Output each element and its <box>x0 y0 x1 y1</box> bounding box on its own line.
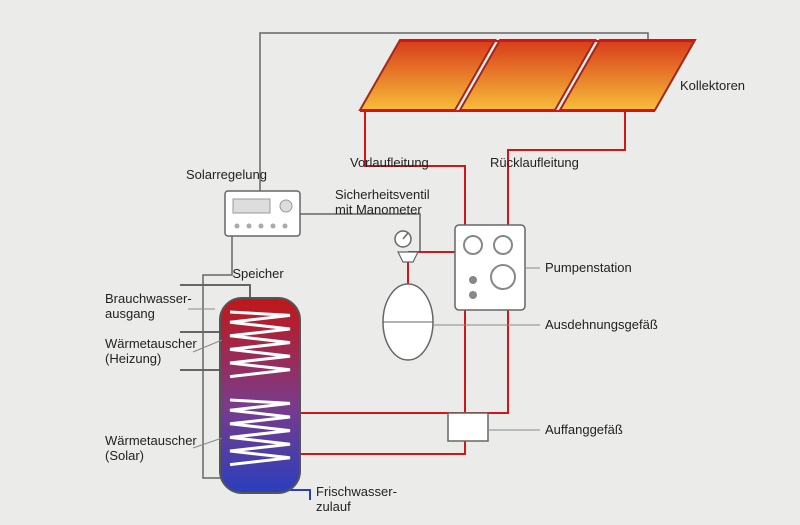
label-frischwasser: Frischwasser- <box>316 484 397 499</box>
label-vorlauf: Vorlaufleitung <box>350 155 429 170</box>
label-brauchwasser: Brauchwasser- <box>105 291 192 306</box>
pump-station <box>455 225 525 310</box>
label-sicherheitsventil: Sicherheitsventil <box>335 187 430 202</box>
label: mit Manometer <box>335 202 422 217</box>
solar-system-diagram: Kollektoren Solarregelung Vorlaufleitung Rü… <box>0 0 800 525</box>
label: ausgang <box>105 306 155 321</box>
label-ruecklauf: Rücklaufleitung <box>490 155 579 170</box>
label: (Solar) <box>105 448 144 463</box>
label-speicher: Speicher <box>232 266 284 281</box>
label-kollektoren: Kollektoren <box>680 78 745 93</box>
label-pumpenstation: Pumpenstation <box>545 260 632 275</box>
label-solarregelung: Solarregelung <box>186 167 267 182</box>
collecting-vessel <box>448 413 488 441</box>
label-wt-heizung: Wärmetauscher <box>105 336 197 351</box>
label-wt-solar: Wärmetauscher <box>105 433 197 448</box>
label-ausdehnung: Ausdehnungsgefäß <box>545 317 658 332</box>
label: (Heizung) <box>105 351 161 366</box>
label-auffang: Auffanggefäß <box>545 422 623 437</box>
label: zulauf <box>316 499 351 514</box>
